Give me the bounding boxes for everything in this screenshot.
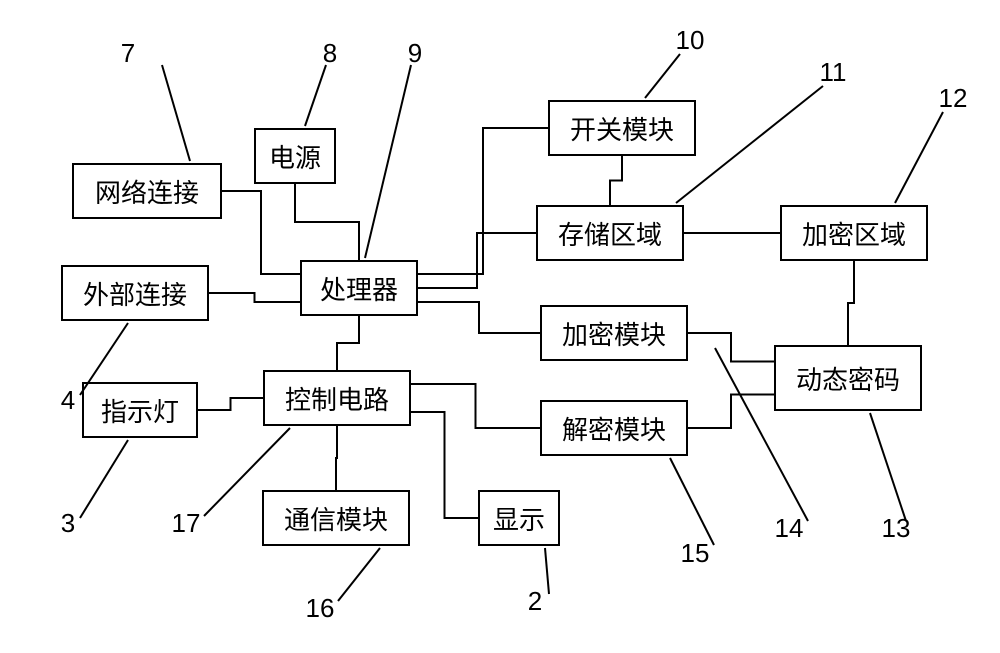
callout-number: 9 (408, 38, 422, 68)
callout-number: 4 (61, 385, 75, 415)
callout-number: 12 (939, 83, 968, 113)
callout-number: 15 (681, 538, 710, 568)
callout-number: 3 (61, 508, 75, 538)
callout-number: 11 (820, 57, 847, 87)
callout-number: 10 (676, 25, 705, 55)
callouts-layer: 7 8 9 10 11 12 4 3 17 16 2 15 14 13 (0, 0, 1000, 653)
callout-number: 14 (775, 513, 804, 543)
callout-number: 13 (882, 513, 911, 543)
callout-number: 16 (306, 593, 335, 623)
callout-number: 7 (121, 38, 135, 68)
callout-number: 17 (172, 508, 201, 538)
callout-number: 8 (323, 38, 337, 68)
diagram-canvas: 网络连接 电源 开关模块 外部连接 处理器 存储区域 加密区域 指示灯 控制电路… (0, 0, 1000, 653)
callout-number: 2 (528, 586, 542, 616)
